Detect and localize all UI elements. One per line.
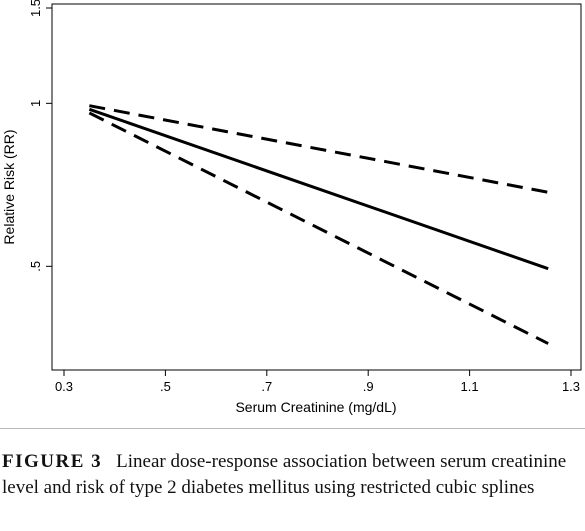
x-axis: 0.3 .5 .7 .9 1.1 1.3 bbox=[55, 370, 580, 394]
x-tick-label-3: .9 bbox=[363, 379, 374, 394]
x-tick-label-1: .5 bbox=[160, 379, 171, 394]
y-tick-label-2: 1.5 bbox=[28, 0, 43, 17]
figure-caption: FIGURE 3 Linear dose-response association… bbox=[2, 449, 582, 501]
plot-frame bbox=[51, 3, 582, 371]
caption-text: Linear dose-response association between… bbox=[2, 451, 567, 498]
x-tick-label-4: 1.1 bbox=[461, 379, 479, 394]
x-tick-label-5: 1.3 bbox=[562, 379, 580, 394]
caption-divider bbox=[0, 428, 585, 429]
series-group bbox=[88, 104, 549, 345]
x-axis-title: Serum Creatinine (mg/dL) bbox=[235, 399, 396, 415]
y-axis-title: Relative Risk (RR) bbox=[1, 129, 17, 244]
figure-label: FIGURE 3 bbox=[2, 451, 103, 472]
ci-line-2 bbox=[88, 111, 549, 345]
y-tick-label-1: 1 bbox=[28, 100, 43, 107]
x-tick-label-2: .7 bbox=[261, 379, 272, 394]
ci-line-1 bbox=[89, 104, 549, 194]
y-tick-label-0: .5 bbox=[28, 261, 43, 272]
y-axis: .5 1 1.5 bbox=[28, 0, 52, 272]
x-tick-label-0: 0.3 bbox=[55, 379, 73, 394]
estimate-line bbox=[88, 107, 549, 271]
